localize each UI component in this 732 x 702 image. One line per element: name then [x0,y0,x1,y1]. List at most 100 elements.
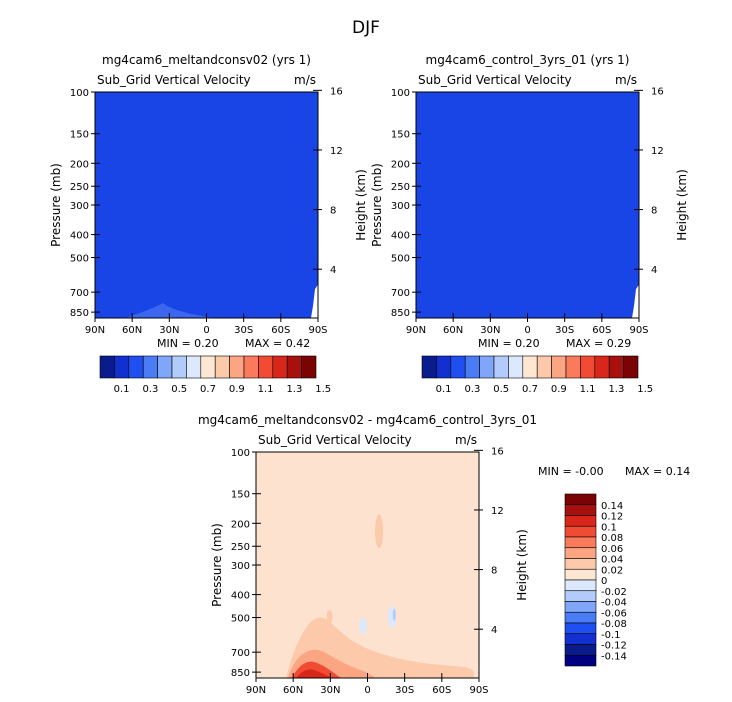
colorbar-swatch [564,654,597,667]
panel-2: mg4cam6_control_3yrs_01 (yrs 1) Sub_Grid … [370,53,689,350]
colorbar-swatch [200,355,216,379]
figure-title: DJF [352,18,380,38]
colorbar-swatch [564,558,597,570]
colorbar-swatch [608,355,624,379]
colorbar-label: 1.3 [608,384,624,395]
y-tick-label: 700 [70,288,89,299]
contour-level [125,303,215,318]
colorbar-swatch [493,355,509,379]
colorbar-vertical: 0.140.120.10.080.060.040.020-0.02-0.04-0… [564,493,627,667]
colorbar-label: 0.08 [601,533,623,544]
colorbar-label: 0.7 [200,384,216,395]
colorbar-label: 1.3 [286,384,302,395]
colorbar-label: 0.9 [551,384,567,395]
y-tick-label: 500 [231,614,250,625]
x-tick-label: 30N [159,325,179,336]
colorbar-label: 0.5 [493,384,509,395]
x-tick-label: 90N [246,685,266,696]
x-tick-label: 90N [406,325,426,336]
y-tick-label: 700 [231,648,250,659]
colorbar-label: -0.14 [601,651,627,662]
colorbar-swatch [623,355,639,379]
colorbar-swatch [564,504,597,516]
y-tick-label: 200 [391,159,410,170]
colorbar-label: -0.04 [601,598,627,609]
y-tick-label: 300 [391,201,410,212]
contour-level [375,514,384,549]
colorbar-swatch [421,355,437,379]
colorbar-label: -0.02 [601,587,627,598]
colorbar-swatch [551,355,567,379]
x-tick-label: 60S [271,325,290,336]
colorbar-label: 0.12 [601,512,623,523]
colorbar-label: 1.5 [315,384,331,395]
x-tick-label: 0 [203,325,209,336]
colorbar-swatch [258,355,274,379]
colorbar-swatch [564,515,597,527]
y-tick-label: 500 [70,254,89,265]
colorbar-swatch [564,633,597,645]
contour-level [326,609,333,624]
topography-mask [311,284,318,318]
field-background [416,92,639,318]
y2-tick-label: 12 [651,146,664,157]
colorbar-swatch [243,355,259,379]
x-tick-label: 60N [283,685,303,696]
y2-tick-label: 4 [491,625,497,636]
x-tick-label: 90S [629,325,648,336]
y2-tick-label: 16 [491,446,504,457]
colorbar-label: 0.3 [464,384,480,395]
y-tick-label: 400 [391,231,410,242]
contour-level [392,608,396,621]
x-tick-label: 0 [524,325,530,336]
colorbar-label: 0.3 [142,384,158,395]
panel-title: mg4cam6_meltandconsv02 (yrs 1) [102,53,311,67]
colorbar-swatch [508,355,524,379]
x-tick-label: 30S [555,325,574,336]
colorbar-swatch [564,493,597,506]
colorbar-swatch [142,355,158,379]
y2-tick-label: 8 [491,566,497,577]
x-tick-label: 60S [432,685,451,696]
colorbar-label: 0.04 [601,555,623,566]
colorbar-label: 1.5 [637,384,653,395]
colorbar-label: 0.1 [601,522,617,533]
units-label: m/s [294,73,316,87]
y-tick-label: 400 [231,591,250,602]
y2-tick-label: 16 [651,86,664,97]
colorbar-swatch [114,355,130,379]
x-tick-label: 60N [443,325,463,336]
y-axis-label: Pressure (mb) [49,163,63,247]
colorbar-label: -0.12 [601,641,627,652]
y2-tick-label: 4 [330,265,336,276]
colorbar-swatch [157,355,173,379]
colorbar-swatch [564,590,597,602]
colorbar-label: 0.06 [601,544,623,555]
y-tick-label: 150 [391,130,410,141]
colorbar-swatch [564,568,597,581]
colorbar-swatch [564,601,597,613]
panel-3: mg4cam6_meltandconsv02 - mg4cam6_control… [198,413,690,696]
max-label: MAX = 0.29 [566,337,631,350]
x-tick-label: 90S [308,325,327,336]
panel-title: mg4cam6_control_3yrs_01 (yrs 1) [426,53,630,67]
colorbar-swatch [580,355,596,379]
colorbar-swatch [594,355,610,379]
colorbar-swatch [564,622,597,635]
units-label: m/s [615,73,637,87]
colorbar-swatch [272,355,288,379]
y2-axis-label: Height (km) [515,529,529,600]
colorbar-swatch [450,355,466,379]
y2-axis-label: Height (km) [354,169,368,240]
x-tick-label: 30N [480,325,500,336]
min-label: MIN = 0.20 [157,337,219,350]
colorbar-swatch [214,355,230,379]
y-tick-label: 250 [231,542,250,553]
colorbar-swatch [564,536,597,549]
colorbar-swatch [436,355,452,379]
contour-level [359,618,368,635]
y-tick-label: 400 [70,231,89,242]
y-tick-label: 850 [231,668,250,679]
colorbar-label: 1.1 [258,384,274,395]
